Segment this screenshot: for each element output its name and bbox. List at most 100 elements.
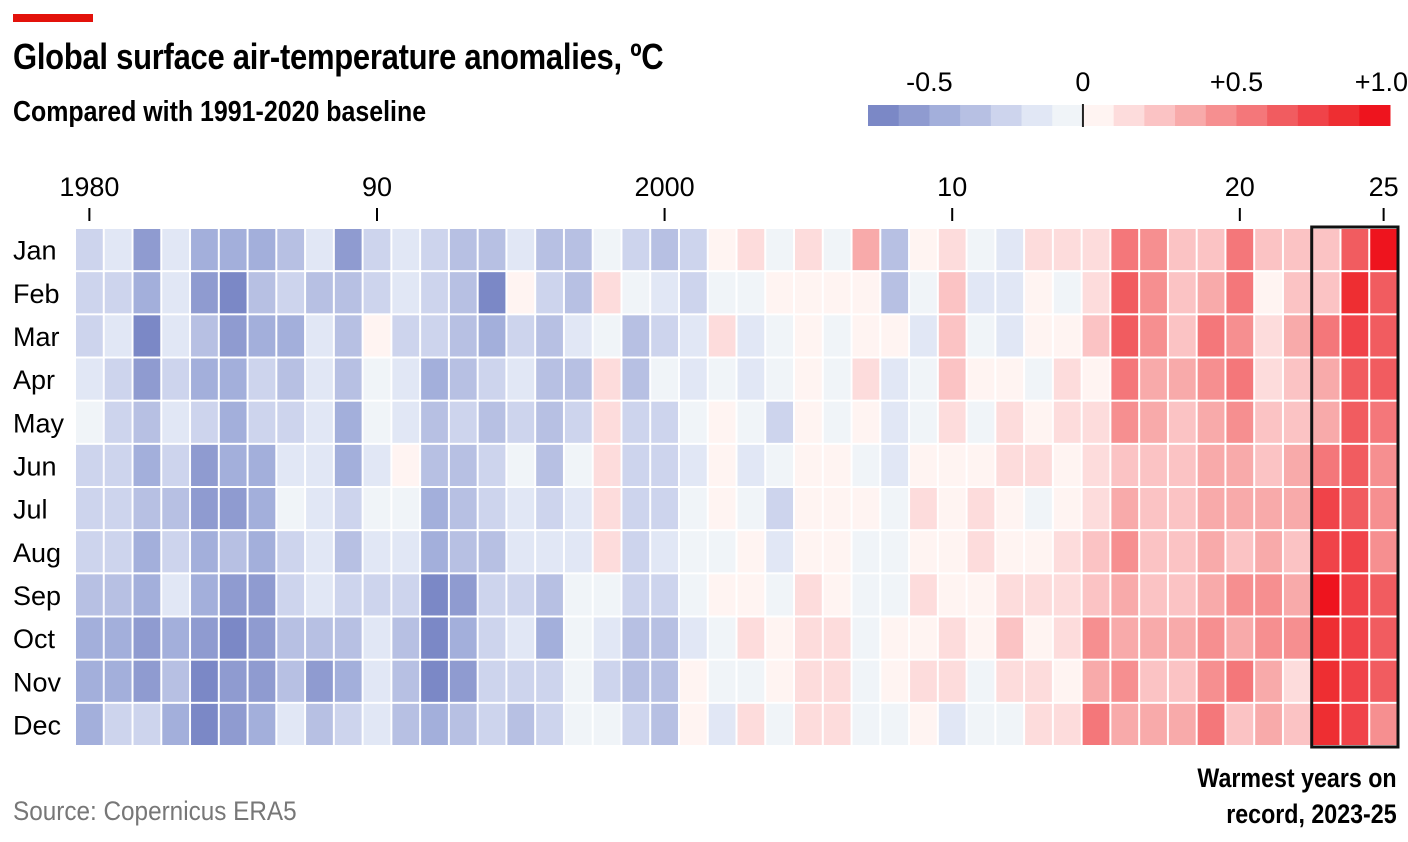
cell-aug-2015 [1082,531,1110,573]
cell-nov-2012 [996,660,1024,702]
cell-mar-1990 [363,315,391,357]
cell-oct-1981 [104,617,132,659]
month-label: Nov [13,667,62,697]
cell-sep-1988 [306,574,333,616]
cell-sep-2002 [708,574,736,616]
cell-sep-2001 [679,574,707,616]
cell-oct-2025 [1370,617,1397,659]
cell-oct-2006 [823,617,851,659]
cell-jun-2008 [881,444,909,486]
legend-tick-label: 0 [1075,67,1090,97]
cell-dec-1981 [104,703,132,745]
cell-jun-1980 [76,444,103,486]
cell-nov-1988 [306,660,333,702]
cell-apr-1999 [622,358,650,400]
cell-jul-1996 [536,488,563,530]
cell-nov-2000 [651,660,678,702]
cell-feb-2023 [1312,272,1340,314]
cell-apr-2018 [1168,358,1196,400]
cell-jul-1994 [478,488,506,530]
cell-mar-2003 [737,315,765,357]
cell-nov-1987 [277,660,305,702]
cell-dec-2020 [1226,703,1254,745]
cell-oct-2016 [1111,617,1139,659]
cell-nov-1986 [248,660,276,702]
cell-jun-2018 [1168,444,1196,486]
cell-aug-2003 [737,531,765,573]
cell-jun-1985 [219,444,247,486]
cell-apr-1985 [219,358,247,400]
cell-aug-2002 [708,531,736,573]
legend-swatch [1113,105,1145,126]
cell-dec-2000 [651,703,678,745]
cell-dec-2016 [1111,703,1139,745]
cell-mar-1987 [277,315,305,357]
cell-feb-1990 [363,272,391,314]
month-label: May [13,408,65,438]
cell-apr-2011 [967,358,995,400]
cell-jul-2009 [910,488,937,530]
cell-jun-1996 [536,444,563,486]
cell-mar-2009 [910,315,937,357]
cell-jun-1993 [449,444,477,486]
cell-feb-1986 [248,272,276,314]
cell-aug-1993 [449,531,477,573]
cell-mar-2010 [938,315,966,357]
cell-may-2010 [938,401,966,443]
cell-aug-2012 [996,531,1024,573]
cell-jan-2023 [1312,229,1340,271]
cell-jan-1986 [248,229,276,271]
cell-mar-2019 [1197,315,1225,357]
cell-jun-2023 [1312,444,1340,486]
cell-nov-1992 [421,660,448,702]
cell-sep-2008 [881,574,909,616]
cell-jun-2019 [1197,444,1225,486]
cell-feb-1989 [334,272,362,314]
cell-oct-1982 [133,617,161,659]
legend-swatch [990,105,1023,126]
cell-oct-1993 [449,617,477,659]
cell-jun-1988 [306,444,333,486]
cell-aug-2013 [1025,531,1052,573]
cell-jul-2016 [1111,488,1139,530]
cell-mar-2001 [679,315,707,357]
cell-dec-1991 [392,703,420,745]
legend-swatch [1328,105,1360,126]
cell-jul-2006 [823,488,851,530]
cell-jan-2017 [1140,229,1167,271]
cell-apr-2023 [1312,358,1340,400]
cell-feb-1991 [392,272,420,314]
cell-aug-1997 [564,531,592,573]
cell-nov-1990 [363,660,391,702]
cell-oct-2005 [795,617,822,659]
cell-dec-1995 [507,703,535,745]
cell-apr-1998 [593,358,621,400]
cell-apr-2013 [1025,358,1052,400]
cell-nov-2002 [708,660,736,702]
cell-aug-2021 [1255,531,1282,573]
cell-mar-1991 [392,315,420,357]
cell-jul-1992 [421,488,448,530]
cell-aug-2016 [1111,531,1139,573]
month-label: Jun [13,451,57,481]
cell-apr-2012 [996,358,1024,400]
month-label: Sep [13,581,61,611]
cell-mar-1994 [478,315,506,357]
cell-jan-2021 [1255,229,1282,271]
cell-jul-1986 [248,488,276,530]
cell-aug-2019 [1197,531,1225,573]
cell-aug-1995 [507,531,535,573]
cell-may-2015 [1082,401,1110,443]
cell-jan-2014 [1053,229,1081,271]
cell-sep-2000 [651,574,678,616]
legend-swatch [1359,105,1391,126]
cell-jan-1998 [593,229,621,271]
cell-aug-1999 [622,531,650,573]
cell-mar-2022 [1283,315,1311,357]
legend-swatch [1144,105,1176,126]
cell-jun-2001 [679,444,707,486]
cell-aug-2009 [910,531,937,573]
cell-jul-2010 [938,488,966,530]
cell-dec-1999 [622,703,650,745]
cell-jun-2007 [852,444,880,486]
